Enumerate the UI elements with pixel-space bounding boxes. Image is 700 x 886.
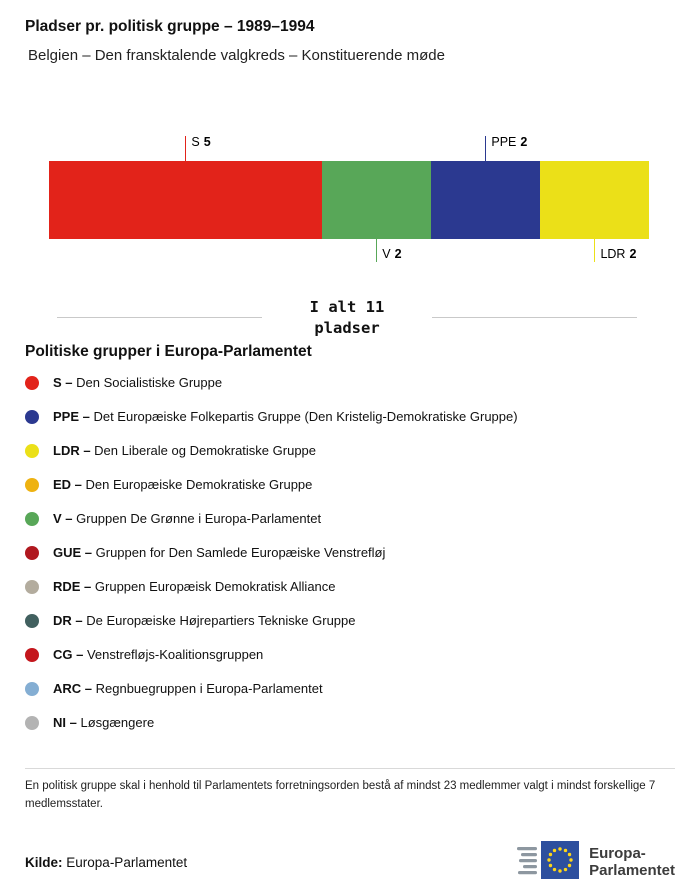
source-row: Kilde: Europa-Parlamentet <box>25 840 675 885</box>
legend-item-label: PPE – Det Europæiske Folkepartis Gruppe … <box>53 409 518 425</box>
legend-list: S – Den Socialistiske Gruppe PPE – Det Eu… <box>25 366 675 740</box>
page-title: Pladser pr. politisk gruppe – 1989–1994 <box>25 18 315 35</box>
bar-segment-s[interactable] <box>49 161 322 239</box>
legend-item-gue: GUE – Gruppen for Den Samlede Europæiske… <box>25 536 675 570</box>
source-line: Kilde: Europa-Parlamentet <box>25 855 187 870</box>
legend-item-ppe: PPE – Det Europæiske Folkepartis Gruppe … <box>25 400 675 434</box>
bar-segment-ldr[interactable] <box>539 161 649 239</box>
bar-label-ldr: LDR 2 <box>594 239 636 262</box>
legend-color-dot <box>25 579 39 594</box>
legend-item-ni: NI – Løsgængere <box>25 706 675 740</box>
total-line-2: pladser <box>314 318 380 337</box>
legend: Politiske grupper i Europa-Parlamentet S… <box>25 343 675 740</box>
footnote: En politisk gruppe skal i henhold til Pa… <box>25 780 656 810</box>
total-rule-left <box>57 317 262 319</box>
legend-item-label: DR – De Europæiske Højrepartiers Teknisk… <box>53 613 356 629</box>
legend-item-arc: ARC – Regnbuegruppen i Europa-Parlamente… <box>25 672 675 706</box>
legend-item-v: V – Gruppen De Grønne i Europa-Parlament… <box>25 502 675 536</box>
total-label: I alt 11 pladser <box>262 297 432 339</box>
legend-item-rde: RDE – Gruppen Europæisk Demokratisk Alli… <box>25 570 675 604</box>
legend-color-dot <box>25 647 39 662</box>
legend-item-label: ED – Den Europæiske Demokratiske Gruppe <box>53 477 313 493</box>
footer: En politisk gruppe skal i henhold til Pa… <box>25 768 675 885</box>
legend-item-label: S – Den Socialistiske Gruppe <box>53 375 223 391</box>
logo-line-2: Parlamentet <box>589 862 675 880</box>
legend-color-dot <box>25 511 39 526</box>
legend-heading: Politiske grupper i Europa-Parlamentet <box>25 342 312 360</box>
logo-line-1: Europa- <box>589 844 646 862</box>
eu-flag-icon <box>517 840 581 885</box>
legend-color-dot <box>25 477 39 492</box>
legend-color-dot <box>25 545 39 560</box>
legend-item-ed: ED – Den Europæiske Demokratiske Gruppe <box>25 468 675 502</box>
source-label: Kilde: <box>25 854 63 870</box>
legend-item-s: S – Den Socialistiske Gruppe <box>25 366 675 400</box>
legend-item-label: LDR – Den Liberale og Demokratiske Grupp… <box>53 443 317 459</box>
total-rule-right <box>432 317 637 319</box>
header: Pladser pr. politisk gruppe – 1989–1994 … <box>0 0 700 64</box>
legend-color-dot <box>25 715 39 730</box>
legend-color-dot <box>25 375 39 390</box>
legend-item-label: NI – Løsgængere <box>53 715 155 731</box>
bar-segment-ppe[interactable] <box>430 161 540 239</box>
source-value: Europa-Parlamentet <box>66 854 188 870</box>
footer-divider <box>25 768 675 769</box>
logo-wordmark: Europa- Parlamentet <box>589 845 675 880</box>
legend-color-dot <box>25 681 39 696</box>
legend-color-dot <box>25 443 39 458</box>
stacked-bar <box>49 161 649 239</box>
legend-item-ldr: LDR – Den Liberale og Demokratiske Grupp… <box>25 434 675 468</box>
legend-item-label: V – Gruppen De Grønne i Europa-Parlament… <box>53 511 322 527</box>
legend-item-label: RDE – Gruppen Europæisk Demokratisk Alli… <box>53 579 336 595</box>
legend-item-label: CG – Venstrefløjs-Koalitionsgruppen <box>53 647 264 663</box>
total-line-1: I alt 11 <box>309 298 385 316</box>
legend-item-cg: CG – Venstrefløjs-Koalitionsgruppen <box>25 638 675 672</box>
europa-parlamentet-logo: Europa- Parlamentet <box>517 840 675 885</box>
seats-chart: S 5 V 2 PPE 2 LDR 2 I alt 11 pladser <box>0 135 700 339</box>
legend-item-dr: DR – De Europæiske Højrepartiers Teknisk… <box>25 604 675 638</box>
page-subtitle: Belgien – Den fransktalende valgkreds – … <box>28 47 445 64</box>
legend-item-label: ARC – Regnbuegruppen i Europa-Parlamente… <box>53 681 323 697</box>
legend-item-label: GUE – Gruppen for Den Samlede Europæiske… <box>53 545 386 561</box>
bar-area: S 5 V 2 PPE 2 LDR 2 <box>49 135 649 262</box>
bar-segment-v[interactable] <box>321 161 431 239</box>
total-row: I alt 11 pladser <box>57 297 637 339</box>
legend-color-dot <box>25 409 39 424</box>
legend-color-dot <box>25 613 39 628</box>
bar-label-ppe: PPE 2 <box>485 135 527 161</box>
